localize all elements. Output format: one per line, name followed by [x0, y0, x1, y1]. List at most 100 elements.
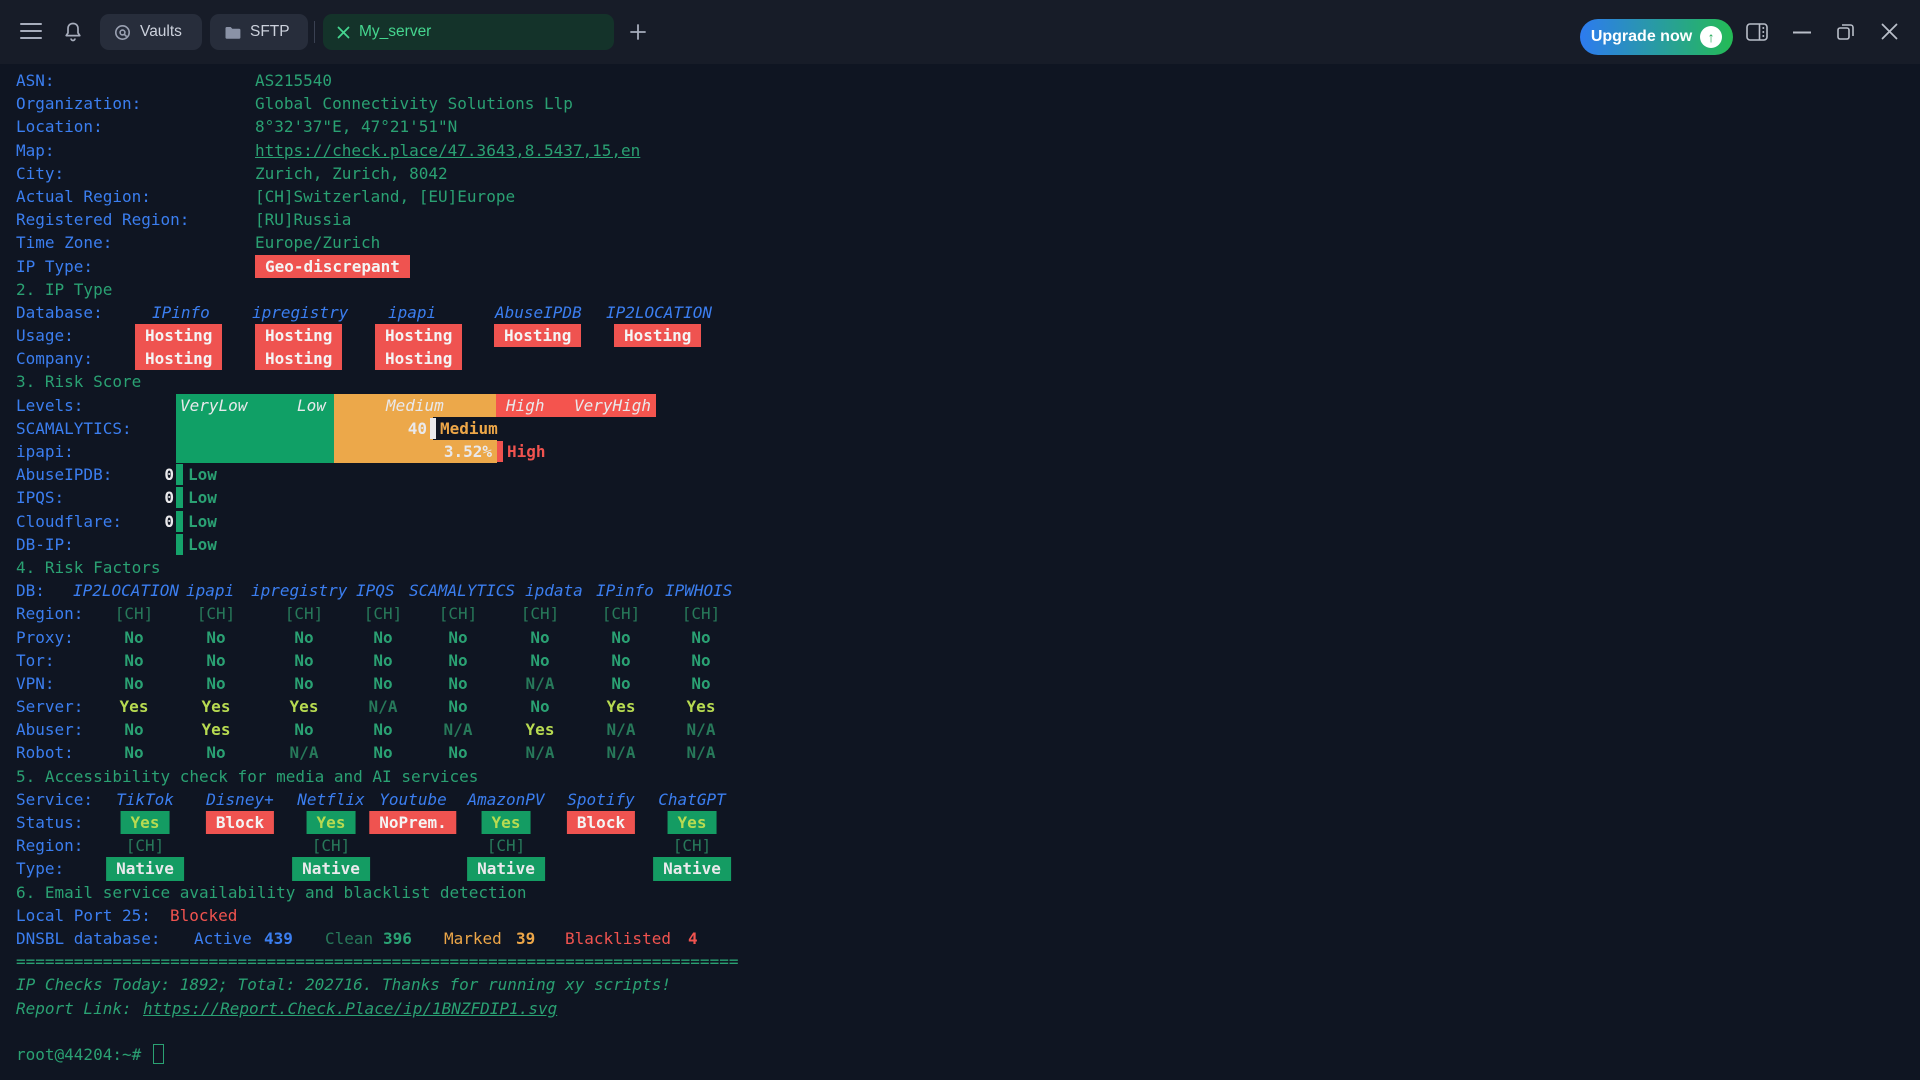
bell-icon[interactable] — [63, 21, 83, 43]
close-window-button[interactable] — [1881, 23, 1898, 40]
rf-cell: No — [294, 673, 314, 693]
row-label: Region: — [16, 836, 84, 856]
map-link[interactable]: https://check.place/47.3643,8.5437,15,en — [255, 140, 641, 160]
report-link[interactable]: https://Report.Check.Place/ip/1BNZFDIP1.… — [143, 998, 558, 1018]
tab-vaults[interactable]: Vaults — [100, 14, 202, 50]
prompt-line: root@44204:~# — [0, 1043, 1920, 1066]
dnsbl-stat-name: Clean — [325, 928, 374, 948]
score-cursor — [176, 510, 183, 532]
rf-cell: No — [373, 673, 393, 693]
geo-discrepant-badge: Geo-discrepant — [255, 254, 410, 278]
field-label: Map: — [16, 140, 55, 160]
terminal-line: Actual Region: [CH]Switzerland, [EU]Europ… — [0, 185, 1920, 208]
tab-sftp[interactable]: SFTP — [210, 14, 308, 50]
rf-cell: No — [611, 673, 631, 693]
rf-cell: No — [206, 627, 226, 647]
field-label: ASN: — [16, 71, 55, 90]
dnsbl-row: DNSBL database: Active 439 Clean 396 Mar… — [0, 927, 1920, 950]
rf-cell: No — [373, 627, 393, 647]
terminal-cursor — [153, 1043, 164, 1064]
rf-cell: No — [611, 650, 631, 670]
hamburger-menu-icon[interactable] — [20, 22, 42, 40]
field-value: AS215540 — [255, 71, 333, 90]
terminal-line: Server: Yes Yes Yes N/A No No Yes Yes — [0, 695, 1920, 718]
region-cell: [CH] — [125, 836, 165, 856]
service-column-header: TikTok — [116, 789, 174, 809]
terminal[interactable]: ASN: AS215540 Organization: Global Connect… — [0, 64, 1920, 1080]
score-value: 0 — [164, 488, 174, 508]
upgrade-label: Upgrade now — [1590, 28, 1693, 45]
row-label: ipapi: — [16, 442, 74, 461]
rf-cell: Yes — [686, 697, 716, 717]
score-row-ipapi: ipapi: 3.52% High — [0, 440, 1920, 464]
tab-my-server[interactable]: My_server — [323, 14, 614, 50]
minimize-button[interactable] — [1793, 31, 1811, 34]
dnsbl-stat-value: 396 — [383, 928, 412, 948]
type-badge: Native — [467, 857, 545, 881]
section-header: 6. Email service availability and blackl… — [0, 881, 1920, 904]
score-level: Low — [188, 534, 217, 554]
db-column-header: ipapi — [388, 302, 437, 322]
row-label: Usage: — [16, 326, 74, 346]
score-level: High — [507, 442, 546, 461]
new-tab-plus-icon[interactable] — [630, 24, 646, 40]
rf-cell: No — [691, 673, 711, 693]
terminal-line: Report Link: https://Report.Check.Place/… — [0, 997, 1920, 1020]
rf-cell: N/A — [606, 743, 636, 763]
status-badge: Yes — [120, 811, 170, 835]
field-value: Europe/Zurich — [255, 233, 381, 253]
rf-cell: [CH] — [284, 604, 324, 624]
terminal-line: ASN: AS215540 — [0, 69, 1920, 92]
section-title: 2. IP Type — [16, 279, 113, 299]
service-column-header: Youtube — [379, 789, 447, 809]
status-badge: NoPrem. — [369, 811, 457, 835]
status-badge: Yes — [667, 811, 717, 835]
score-cursor — [497, 441, 503, 462]
upgrade-arrow-icon: ↑ — [1700, 26, 1723, 48]
row-label: SCAMALYTICS: — [16, 418, 132, 438]
level-segment-high — [496, 393, 656, 417]
score-value: 0 — [164, 511, 174, 531]
region-cell: [CH] — [486, 836, 526, 856]
rf-cell: No — [373, 743, 393, 763]
rf-cell: Yes — [201, 720, 231, 740]
score-level: Low — [188, 511, 217, 531]
dnsbl-stat-value: 39 — [516, 928, 536, 948]
terminal-line: Tor: No No No No No No No No — [0, 649, 1920, 672]
score-cursor — [176, 464, 183, 486]
level-name: Medium — [386, 395, 444, 415]
service-column-header: ChatGPT — [658, 789, 726, 809]
usage-badge: Hosting — [375, 324, 463, 348]
score-row-scamalytics: SCAMALYTICS: 40 Medium — [0, 416, 1920, 440]
sidebar-toggle-icon[interactable] — [1746, 23, 1768, 41]
terminal-line: Region: [CH] [CH] [CH] [CH] — [0, 834, 1920, 857]
checks-summary: IP Checks Today: 1892; Total: 202716. Th… — [16, 975, 672, 995]
usage-badge: Hosting — [494, 324, 582, 348]
rf-cell: N/A — [443, 720, 473, 740]
rf-cell: No — [124, 627, 144, 647]
rf-cell: N/A — [606, 720, 636, 740]
row-label: Proxy: — [16, 627, 74, 647]
rf-cell: N/A — [525, 673, 555, 693]
rf-cell: [CH] — [363, 604, 403, 624]
rf-cell: No — [124, 673, 144, 693]
row-label: Type: — [16, 859, 65, 879]
company-badge: Hosting — [135, 347, 223, 371]
level-name: VeryLow — [180, 395, 248, 415]
score-cursor — [430, 417, 436, 439]
score-fill — [334, 416, 433, 440]
score-fill — [176, 440, 334, 464]
terminal-line: Type: Native Native Native Native — [0, 857, 1920, 881]
score-value: 3.52% — [443, 442, 492, 461]
close-tab-icon[interactable] — [337, 26, 350, 39]
report-label: Report Link: — [16, 998, 142, 1018]
row-label: Levels: — [16, 395, 84, 415]
level-segment-low — [176, 393, 334, 417]
maximize-restore-button[interactable] — [1836, 22, 1855, 41]
level-name: Low — [297, 395, 326, 415]
field-value: Global Connectivity Solutions Llp — [255, 94, 573, 114]
tab-divider — [314, 21, 315, 43]
rf-cell: N/A — [525, 743, 555, 763]
rf-cell: [CH] — [681, 604, 721, 624]
upgrade-now-button[interactable]: Upgrade now ↑ — [1580, 19, 1733, 55]
